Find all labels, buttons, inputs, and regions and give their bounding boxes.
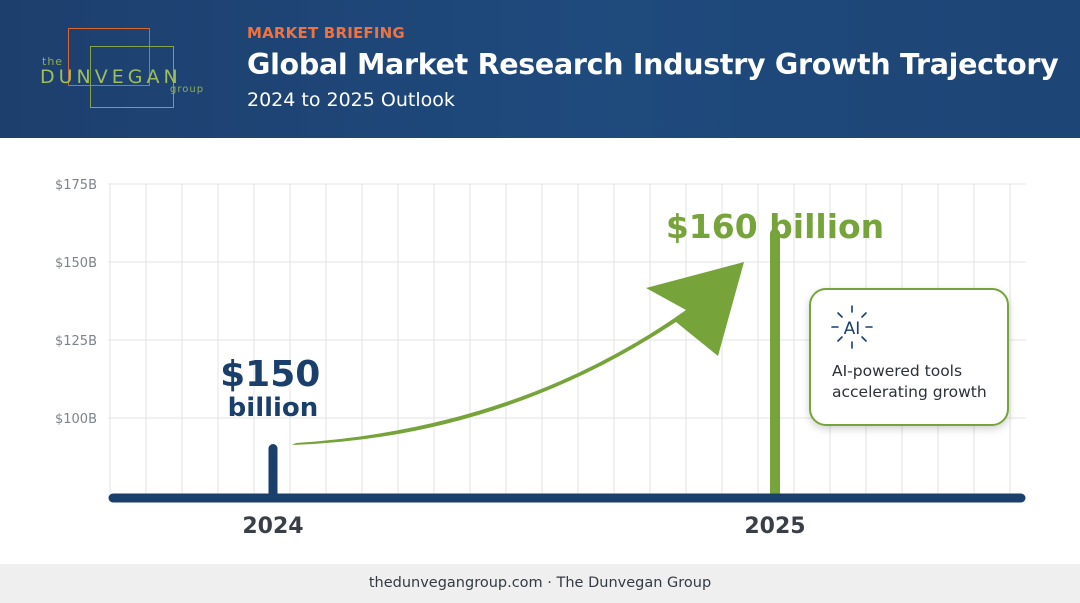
footer-text: thedunvegangroup.com · The Dunvegan Grou… <box>368 575 712 591</box>
y-tick-label: $125B <box>55 334 97 349</box>
logo-word-dunvegan: DUNVEGAN <box>40 66 182 88</box>
growth-arrow <box>292 262 744 445</box>
y-tick-label: $150B <box>55 256 97 271</box>
growth-chart: $100B $125B $150B $175B 2024 2025 $150 bill… <box>55 178 1026 539</box>
bars-group <box>268 228 780 499</box>
value-label-2024: $150 billion <box>220 354 326 423</box>
x-tick-label-2024: 2024 <box>242 514 303 539</box>
annotation-text: AI-powered tools accelerating growth <box>832 362 987 401</box>
ai-spark-icon <box>831 305 873 349</box>
x-tick-label-2025: 2025 <box>744 514 805 539</box>
bar-2024 <box>268 444 278 498</box>
logo-word-group: group <box>170 84 205 95</box>
ai-badge: AI <box>844 319 861 339</box>
value-label-2025: $160 billion <box>666 207 884 246</box>
logo-word-the: the <box>42 55 64 68</box>
logo-orange-frame <box>68 28 150 86</box>
kicker-label: MARKET BRIEFING <box>247 24 405 42</box>
ai-annotation-card: AI AI-powered tools accelerating growth <box>809 288 1009 426</box>
y-tick-label: $100B <box>55 412 97 427</box>
logo-green-frame <box>90 46 174 108</box>
page-subtitle: 2024 to 2025 Outlook <box>247 89 455 111</box>
dunvegan-logo: the DUNVEGAN group <box>38 24 218 114</box>
y-axis-tick-labels: $100B $125B $150B $175B <box>55 178 97 427</box>
header-banner: the DUNVEGAN group MARKET BRIEFING Globa… <box>0 0 1080 138</box>
bar-2025 <box>770 228 780 499</box>
page-title: Global Market Research Industry Growth T… <box>247 48 1059 81</box>
y-tick-label: $175B <box>55 178 97 193</box>
footer-bar: thedunvegangroup.com · The Dunvegan Grou… <box>0 564 1080 603</box>
